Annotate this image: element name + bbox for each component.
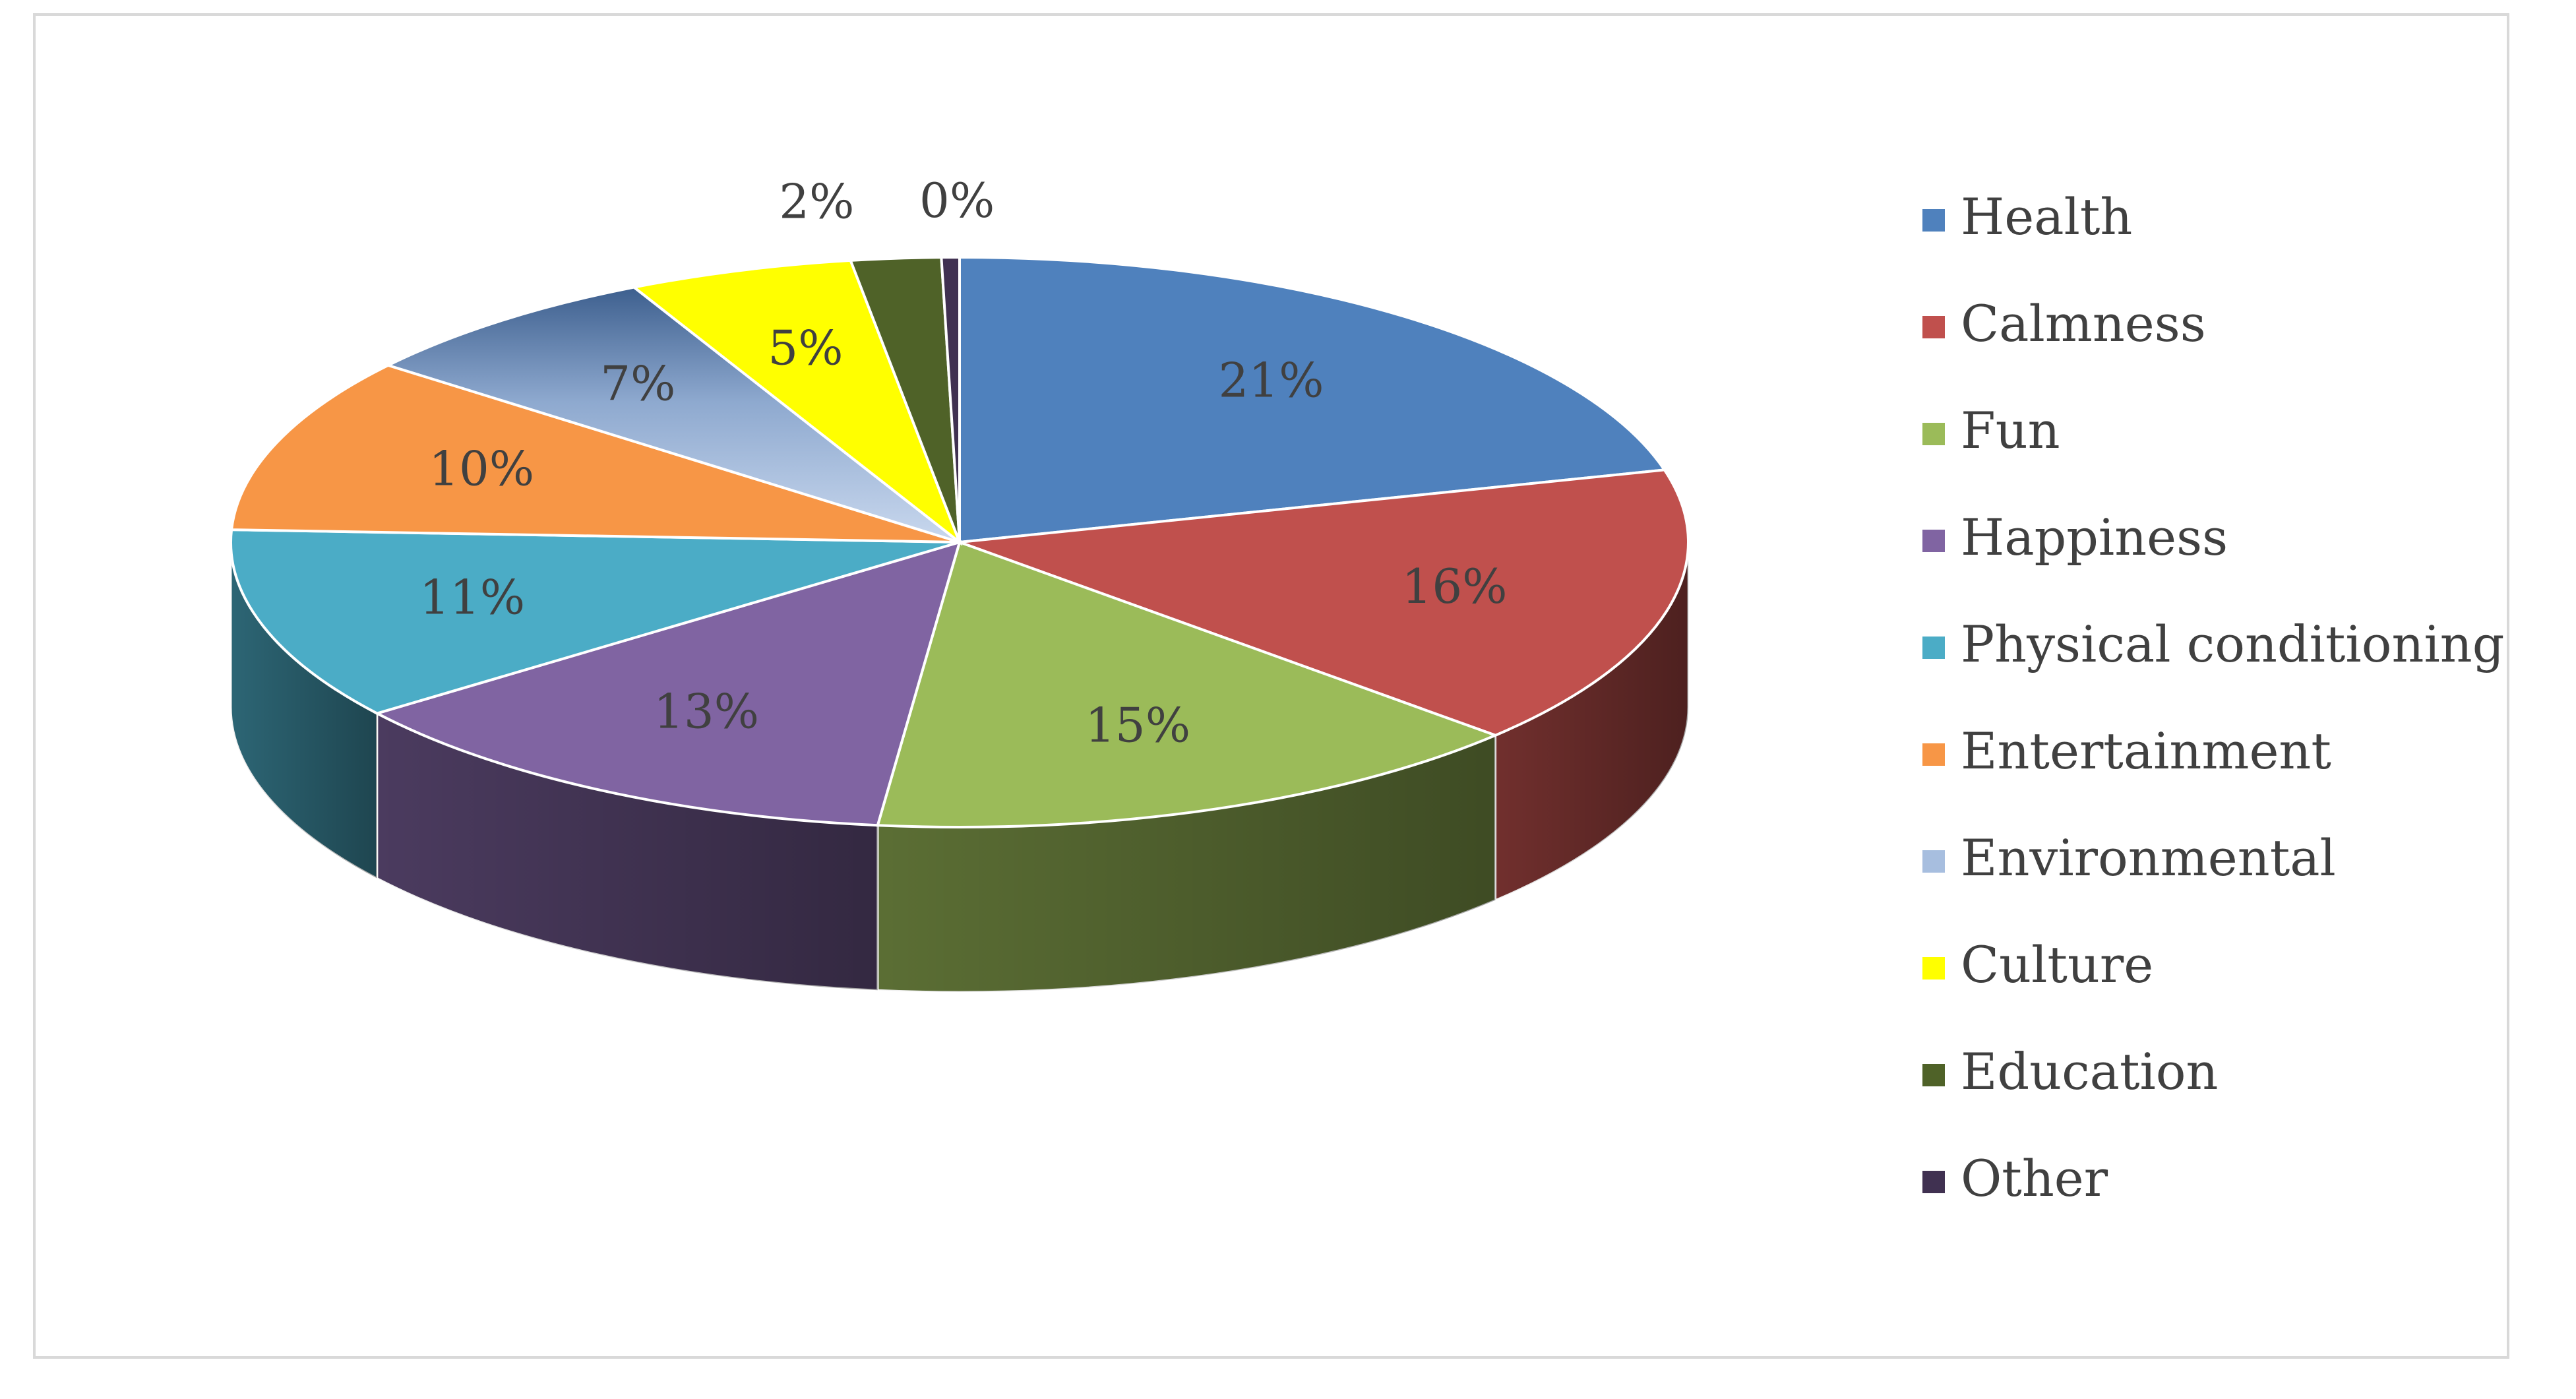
slice-health xyxy=(958,255,1667,544)
legend-swatch-culture xyxy=(1922,957,1945,979)
legend-label-happiness: Happiness xyxy=(1961,508,2228,567)
data-label-health: 21% xyxy=(1218,353,1324,408)
legend-label-physical-conditioning: Physical conditioning xyxy=(1961,615,2504,673)
legend-swatch-environmental xyxy=(1922,850,1945,873)
legend-label-environmental: Environmental xyxy=(1961,828,2336,887)
pie-slices xyxy=(230,255,1690,828)
legend-label-calmness: Calmness xyxy=(1961,294,2206,353)
legend-swatch-physical-conditioning xyxy=(1922,637,1945,659)
slice-fun xyxy=(876,540,1499,828)
legend-swatch-fun xyxy=(1922,423,1945,445)
side-shade-physical-conditioning xyxy=(231,542,377,879)
data-label-entertainment: 10% xyxy=(429,441,534,496)
legend-label-other: Other xyxy=(1961,1149,2108,1208)
legend-label-fun: Fun xyxy=(1961,401,2060,460)
legend-swatch-entertainment xyxy=(1922,743,1945,766)
legend-swatch-health xyxy=(1922,209,1945,232)
legend-label-education: Education xyxy=(1961,1042,2219,1101)
legend-swatch-education xyxy=(1922,1064,1945,1086)
legend-swatch-other xyxy=(1922,1171,1945,1193)
side-shade-fun xyxy=(877,735,1496,992)
legend-swatch-happiness xyxy=(1922,530,1945,552)
slice-calmness xyxy=(959,468,1690,737)
legend-label-culture: Culture xyxy=(1961,935,2153,994)
data-label-other: 0% xyxy=(919,173,995,228)
slice-culture xyxy=(630,259,963,547)
pie-sides xyxy=(230,542,1690,993)
data-labels: 21% 16% 15% 13% 11% 10% 7% 5% 2% 0% xyxy=(419,173,1507,753)
data-label-physical-conditioning: 11% xyxy=(419,569,525,625)
data-label-calmness: 16% xyxy=(1402,559,1508,614)
slice-happiness xyxy=(373,540,962,827)
side-shade-happiness xyxy=(377,713,878,991)
legend-label-entertainment: Entertainment xyxy=(1961,722,2331,780)
data-label-culture: 5% xyxy=(768,321,843,376)
legend: Health Calmness Fun Happiness Physical condi… xyxy=(1922,187,2504,1208)
slice-environmental xyxy=(384,286,961,544)
legend-label-health: Health xyxy=(1961,187,2132,246)
slice-physical-conditioning xyxy=(230,528,960,715)
data-label-environmental: 7% xyxy=(600,356,675,411)
data-label-fun: 15% xyxy=(1085,697,1190,753)
side-shade-calmness xyxy=(1495,542,1689,900)
slice-other xyxy=(940,255,961,543)
data-label-education: 2% xyxy=(779,174,854,230)
data-label-happiness: 13% xyxy=(654,684,759,739)
slice-entertainment xyxy=(230,363,960,544)
legend-swatch-calmness xyxy=(1922,316,1945,338)
